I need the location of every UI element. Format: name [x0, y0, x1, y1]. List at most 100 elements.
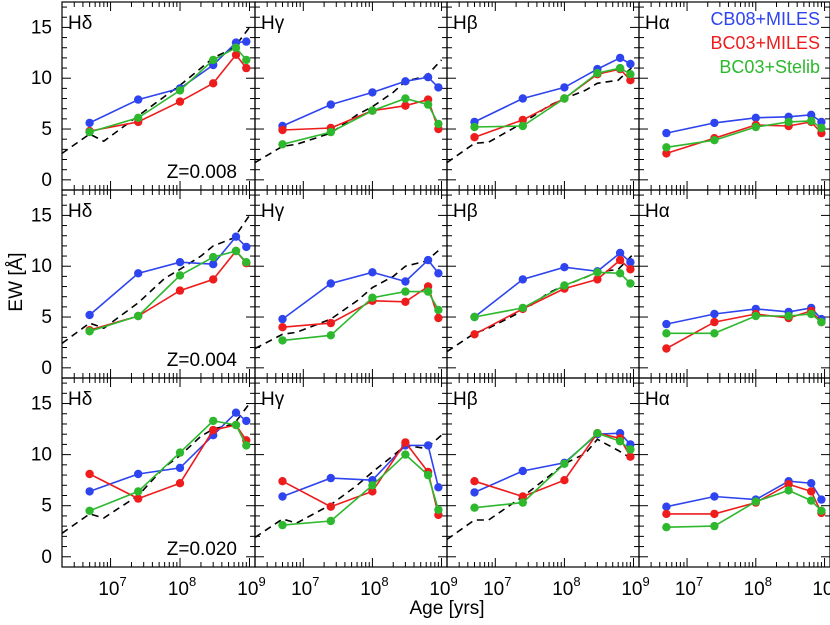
data-point-bc03-stelib — [231, 246, 241, 256]
data-point-bc03-miles — [278, 125, 287, 135]
data-point-bc03-stelib — [626, 279, 635, 288]
data-point-cb08-miles — [368, 268, 377, 277]
data-point-bc03-miles — [560, 476, 569, 485]
data-point-cb08-miles — [423, 255, 433, 265]
series-line-bc03-stelib — [89, 250, 247, 333]
data-point-bc03-miles — [209, 79, 218, 88]
data-point-cb08-miles — [85, 310, 94, 320]
data-point-bc03-stelib — [401, 450, 410, 459]
data-point-bc03-miles — [175, 286, 185, 295]
data-point-cb08-miles — [278, 492, 287, 501]
series-line-bc03-stelib — [666, 489, 822, 528]
data-point-bc03-stelib — [368, 293, 377, 302]
data-point-bc03-stelib — [615, 63, 625, 73]
data-point-cb08-miles — [134, 469, 143, 479]
series-line-cb08-miles — [282, 258, 440, 320]
data-point-bc03-miles — [278, 323, 287, 332]
x-tick-label-base: 10 — [168, 579, 189, 600]
series-cb08-miles — [85, 37, 251, 128]
series-cb08-miles — [278, 73, 443, 131]
legend-entry-bc03-stelib: BC03+Stelib — [719, 57, 820, 77]
x-tick-label-exponent: 7 — [312, 574, 319, 589]
dashed-series-line — [254, 434, 443, 539]
x-tick-label-exponent: 7 — [696, 574, 703, 589]
series-cb08-miles — [662, 110, 826, 138]
data-point-bc03-stelib — [434, 305, 443, 315]
series-bc03-miles — [85, 420, 251, 503]
series-line-bc03-miles — [89, 249, 247, 331]
series-line-bc03-miles — [89, 53, 247, 132]
series-cb08-miles — [470, 53, 635, 127]
data-point-bc03-miles — [807, 487, 816, 496]
data-point-bc03-stelib — [784, 117, 793, 127]
panel-h-1: Hγ — [254, 189, 448, 379]
x-tick-label-base: 10 — [98, 579, 119, 600]
data-point-bc03-stelib — [209, 55, 218, 65]
data-point-cb08-miles — [710, 309, 719, 319]
series-bc03-stelib — [470, 63, 635, 132]
series-line-bc03-miles — [89, 424, 247, 500]
data-point-bc03-stelib — [807, 496, 816, 505]
data-point-bc03-miles — [470, 477, 479, 486]
series-bc03-stelib — [85, 416, 251, 515]
data-point-bc03-stelib — [560, 281, 569, 290]
x-tick-label-exponent: 8 — [189, 574, 196, 589]
data-point-bc03-stelib — [593, 68, 602, 78]
panel-h-0: 0 5 10 15 Hδ Z=0.008 — [31, 1, 256, 191]
data-point-bc03-miles — [401, 297, 410, 306]
data-point-bc03-miles — [662, 509, 671, 519]
series-bc03-miles — [662, 306, 826, 353]
data-point-bc03-miles — [209, 275, 218, 284]
series-line-bc03-miles — [666, 309, 822, 350]
data-point-bc03-stelib — [368, 481, 377, 490]
panel-line-label: Hβ — [453, 201, 478, 222]
data-point-cb08-miles — [175, 258, 185, 267]
data-point-cb08-miles — [710, 118, 719, 128]
data-point-cb08-miles — [807, 479, 816, 488]
legend-entry-bc03-miles: BC03+MILES — [710, 33, 820, 53]
x-tick-label: 108 — [360, 574, 388, 600]
y-axis-label-group: EW [Å] — [6, 252, 27, 311]
series-line-bc03-miles — [666, 121, 822, 155]
data-point-cb08-miles — [434, 83, 443, 92]
y-tick-label: 15 — [31, 394, 52, 415]
data-point-bc03-stelib — [134, 113, 143, 123]
series-bc03-miles — [470, 64, 635, 142]
series-line-bc03-stelib — [282, 290, 440, 342]
y-tick-label: 5 — [41, 119, 52, 140]
panel-h-0: Hα — [638, 1, 830, 191]
metallicity-label: Z=0.004 — [167, 350, 238, 371]
data-point-bc03-stelib — [626, 445, 635, 454]
data-point-bc03-miles — [518, 492, 527, 501]
data-point-bc03-miles — [326, 318, 335, 328]
data-point-cb08-miles — [518, 94, 527, 103]
data-point-bc03-miles — [626, 452, 635, 461]
data-point-bc03-stelib — [209, 416, 218, 426]
data-point-bc03-stelib — [423, 100, 433, 109]
x-tick-label: 107 — [675, 574, 703, 600]
data-point-bc03-stelib — [593, 429, 602, 438]
data-point-bc03-miles — [518, 115, 527, 125]
series-bc03-miles — [85, 246, 251, 335]
data-point-bc03-stelib — [85, 327, 94, 336]
data-point-bc03-miles — [85, 469, 94, 479]
metallicity-label: Z=0.020 — [167, 539, 237, 560]
data-point-bc03-stelib — [434, 119, 443, 129]
series-cb08-miles — [85, 408, 251, 496]
data-point-cb08-miles — [242, 37, 251, 46]
data-point-cb08-miles — [209, 260, 218, 269]
data-point-cb08-miles — [560, 263, 569, 272]
data-point-cb08-miles — [278, 314, 287, 324]
data-point-cb08-miles — [710, 492, 719, 501]
data-point-bc03-stelib — [242, 258, 251, 267]
data-point-cb08-miles — [817, 495, 826, 504]
data-point-bc03-stelib — [710, 521, 719, 531]
series-line-bc03-stelib — [282, 97, 440, 146]
data-point-bc03-stelib — [278, 140, 287, 149]
x-tick-label: 108 — [744, 574, 772, 600]
data-point-cb08-miles — [175, 463, 185, 473]
panel-h-2: 107108109Hα — [638, 377, 830, 600]
x-tick-label: 107 — [291, 574, 319, 600]
series-line-bc03-miles — [282, 441, 440, 516]
